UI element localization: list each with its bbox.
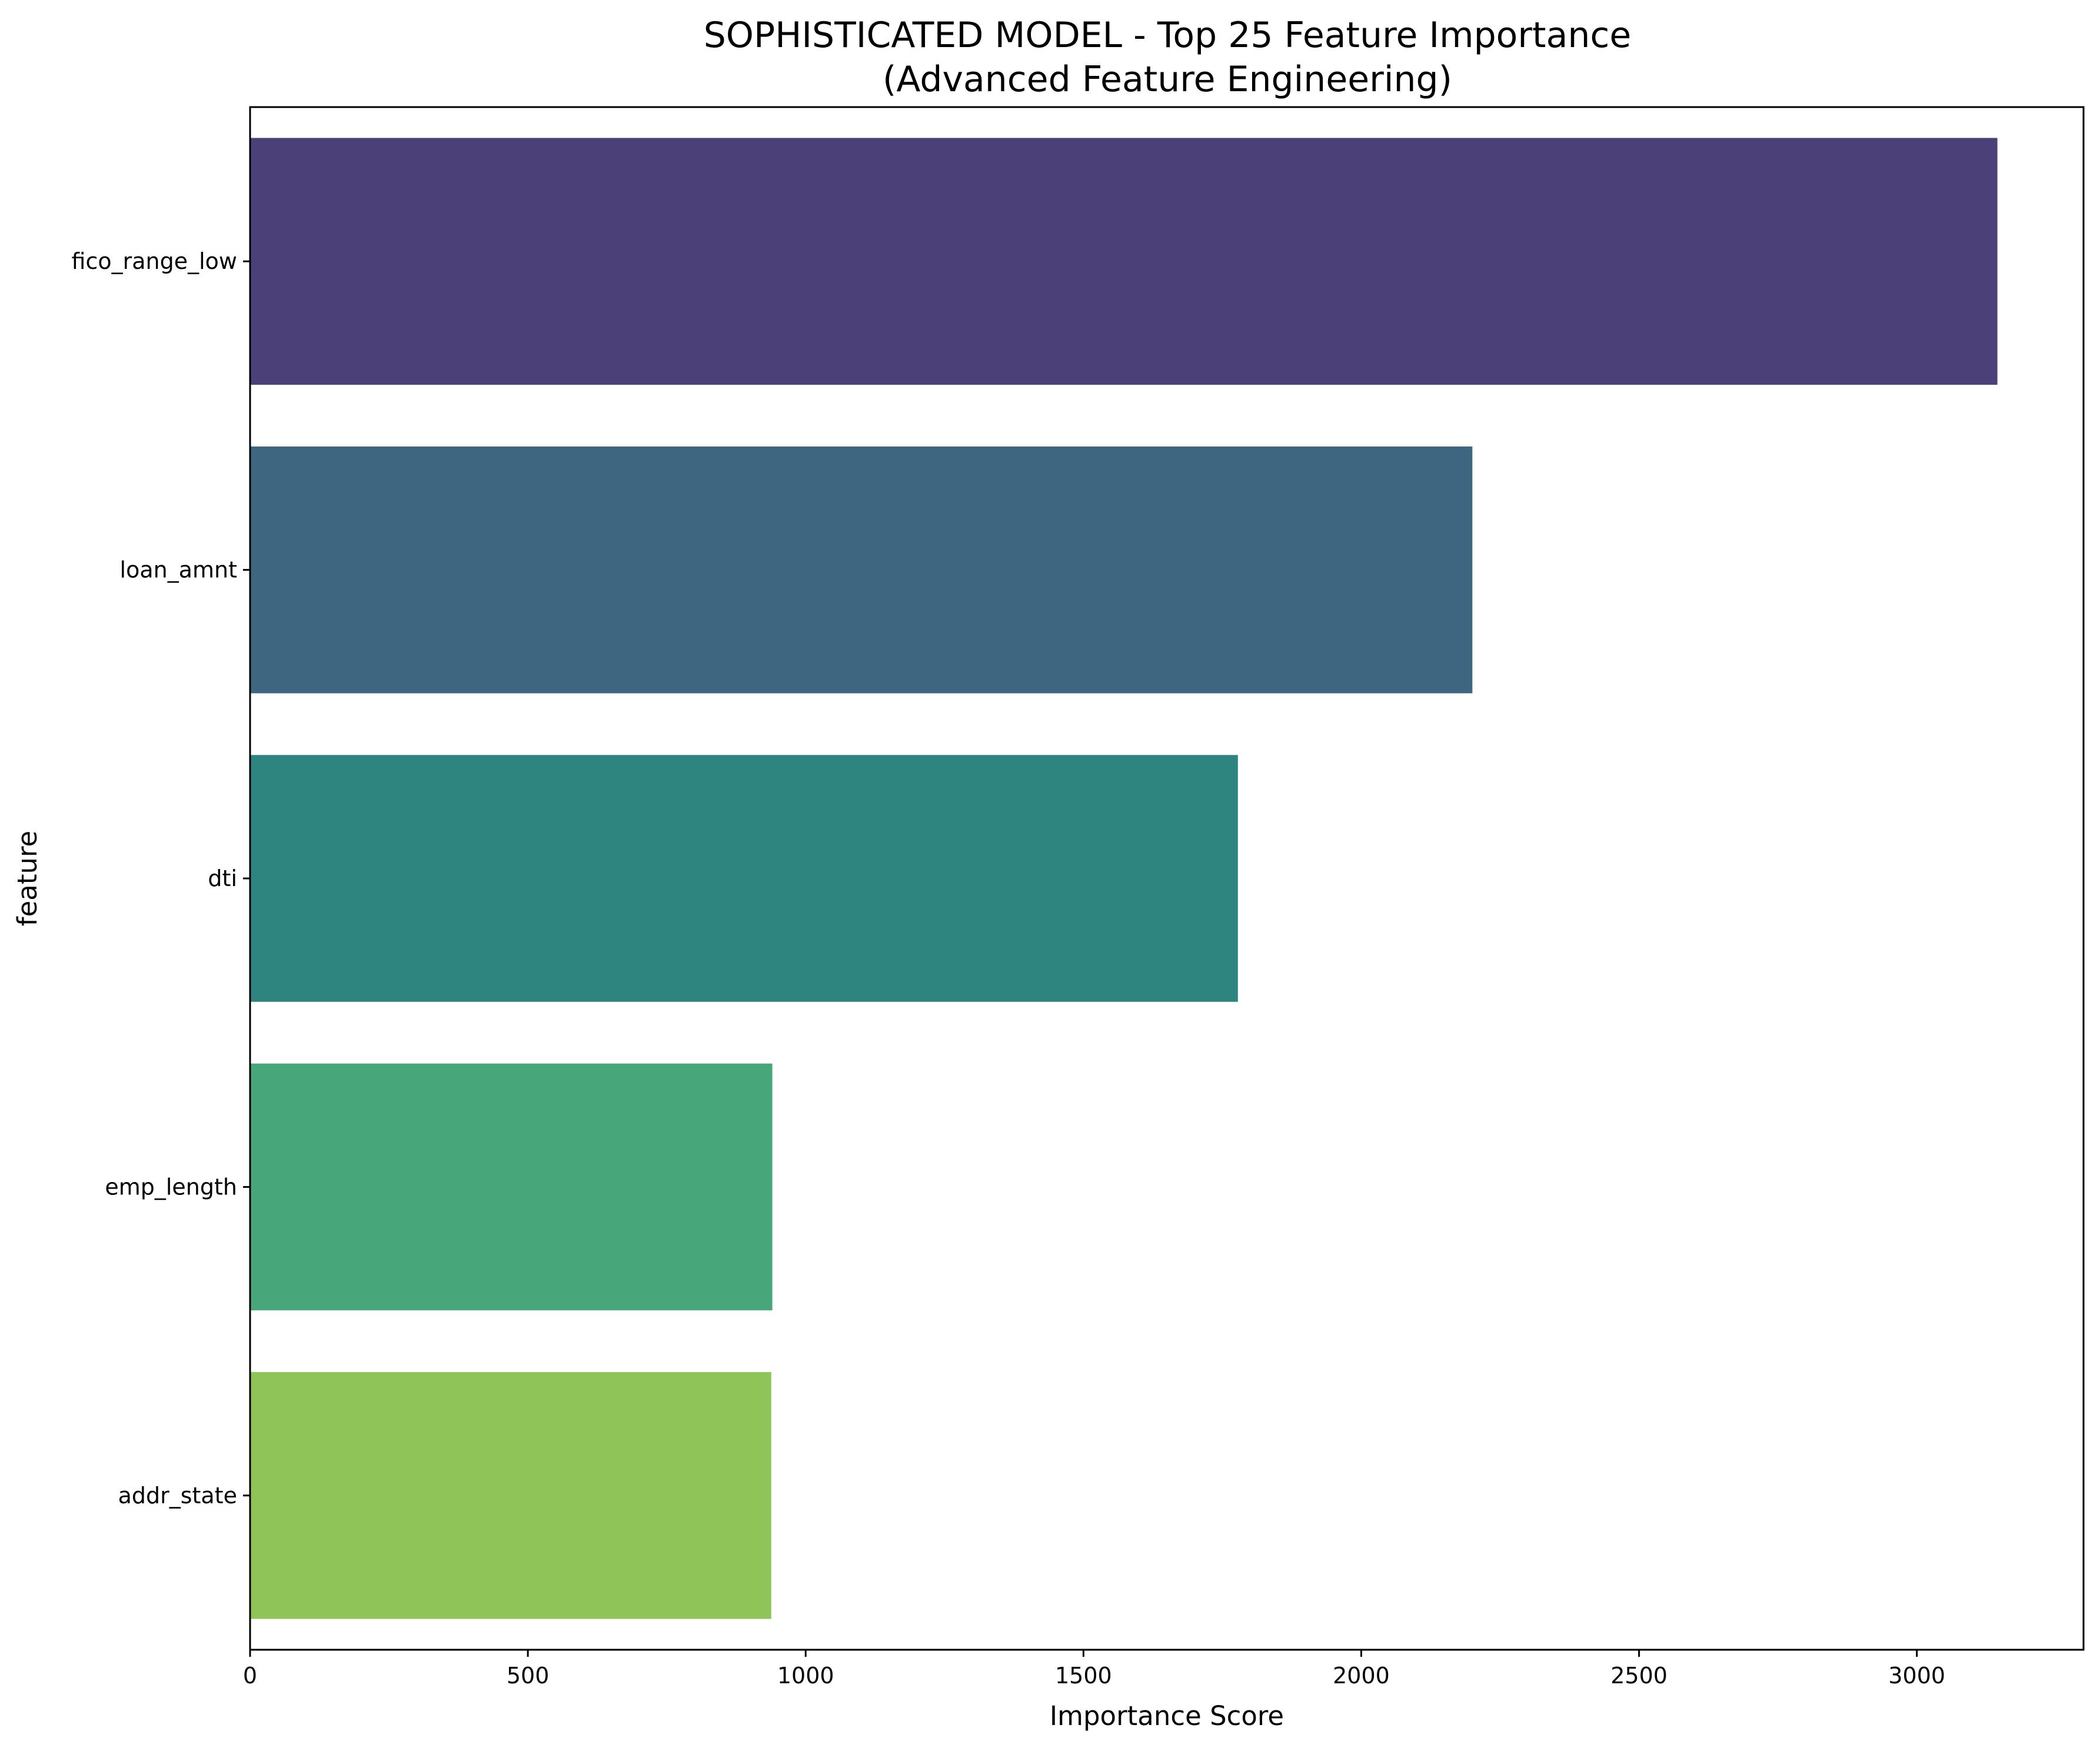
y-tick-label: emp_length xyxy=(105,1174,237,1200)
x-tick-label: 500 xyxy=(507,1663,550,1689)
y-axis-label: feature xyxy=(12,831,43,926)
plot-frame xyxy=(249,106,2085,1651)
x-axis-ticks: 0 500 1000 1500 2000 2500 3000 xyxy=(243,1650,1945,1689)
chart-title-line-2: (Advanced Feature Engineering) xyxy=(883,59,1452,100)
bar-fico-range-low xyxy=(250,138,1998,385)
x-tick-label: 0 xyxy=(243,1663,257,1689)
x-tick-label: 3000 xyxy=(1888,1663,1945,1689)
y-tick-label: dti xyxy=(208,865,237,891)
y-tick-label: loan_amnt xyxy=(120,557,237,583)
bar-dti xyxy=(250,755,1238,1002)
chart-title-line-1: SOPHISTICATED MODEL - Top 25 Feature Imp… xyxy=(704,15,1632,56)
y-tick-label: addr_state xyxy=(118,1483,237,1509)
x-tick-label: 1500 xyxy=(1055,1663,1112,1689)
bars-layer xyxy=(250,138,1998,1619)
bar-loan-amnt xyxy=(250,446,1473,694)
bar-emp-length xyxy=(250,1063,773,1311)
x-tick-label: 2000 xyxy=(1333,1663,1390,1689)
x-axis-label: Importance Score xyxy=(1050,1700,1284,1732)
bar-addr-state xyxy=(250,1372,771,1619)
y-tick-label: fico_range_low xyxy=(72,248,237,274)
x-tick-label: 2500 xyxy=(1610,1663,1668,1689)
x-tick-label: 1000 xyxy=(777,1663,834,1689)
